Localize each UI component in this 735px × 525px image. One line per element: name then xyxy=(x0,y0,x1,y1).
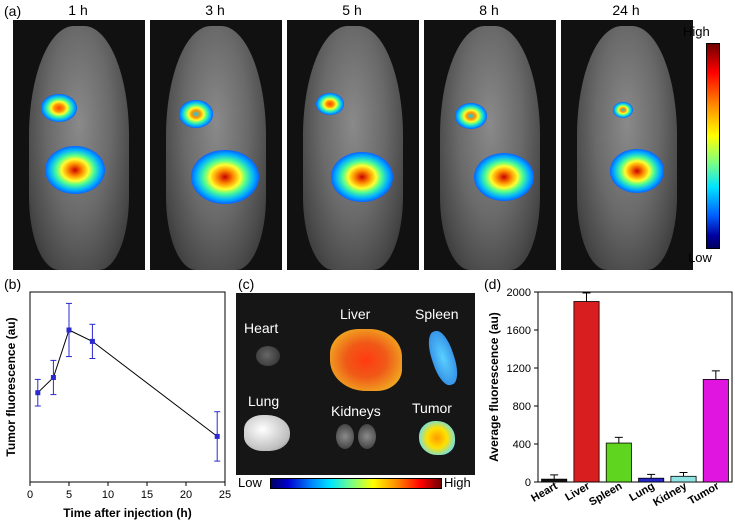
mouse-image-0 xyxy=(13,20,145,270)
time-label-4: 24 h xyxy=(612,2,640,18)
fluorescence-spot-small xyxy=(455,103,487,129)
fluorescence-spot-small xyxy=(613,102,633,118)
organ-label-lung: Lung xyxy=(248,393,280,409)
y-tick-label: 800 xyxy=(513,401,531,413)
kidney-right-organ xyxy=(358,424,376,449)
spleen-organ xyxy=(423,327,463,389)
x-tick-label: 15 xyxy=(141,489,153,501)
fluorescence-spot-small xyxy=(41,93,77,123)
organ-label-spleen: Spleen xyxy=(415,306,459,322)
mouse-image-4 xyxy=(561,20,693,270)
y-tick-label: 1600 xyxy=(507,325,531,337)
y-tick-label: 0 xyxy=(525,477,531,489)
time-label-2: 5 h xyxy=(342,2,362,18)
fluorescence-spot-tumor xyxy=(45,146,105,194)
mouse-image-3 xyxy=(424,20,556,270)
x-tick-label: 10 xyxy=(102,489,114,501)
plot-frame xyxy=(29,291,226,483)
category-label: Tumor xyxy=(686,480,722,507)
series-line xyxy=(37,329,218,437)
data-point xyxy=(89,338,95,344)
bar-lung xyxy=(638,477,665,483)
organ-fluorescence-chart: 0 400 800 1200 1600 2000 Average fluorescence … xyxy=(487,287,733,509)
category-label: Spleen xyxy=(587,480,624,509)
bar-spleen xyxy=(605,442,632,483)
panel-c-colorbar xyxy=(270,478,442,489)
panel-d-label: (d) xyxy=(484,276,502,292)
fluorescence-spot-tumor xyxy=(610,149,664,193)
fluorescence-spot-tumor xyxy=(191,149,259,205)
x-tick-label: 0 xyxy=(27,489,33,501)
mouse-body xyxy=(303,26,403,270)
bar-liver xyxy=(573,301,600,483)
x-tick-label: 20 xyxy=(180,489,192,501)
data-point xyxy=(66,327,72,333)
plot-frame xyxy=(537,291,733,483)
data-point xyxy=(214,433,220,439)
kidney-left-organ xyxy=(336,424,354,449)
panel-c-label: (c) xyxy=(238,276,255,292)
data-point xyxy=(35,390,41,396)
tumor-organ xyxy=(419,421,455,455)
x-axis-label: Time after injection (h) xyxy=(63,506,191,520)
ex-vivo-organ-image: Heart Liver Spleen Lung Kidneys Tumor xyxy=(236,293,475,475)
panel-a-colorbar xyxy=(706,43,720,249)
panel-c-scale-high: High xyxy=(444,475,471,490)
panel-a-scale-high: High xyxy=(683,24,710,39)
organ-label-kidneys: Kidneys xyxy=(331,403,381,419)
x-tick-label: 5 xyxy=(66,489,72,501)
fluorescence-spot-tumor xyxy=(474,153,534,201)
mouse-image-1 xyxy=(150,20,282,270)
time-label-3: 8 h xyxy=(479,2,499,18)
mouse-body xyxy=(577,26,677,270)
lung-organ xyxy=(244,415,290,451)
mouse-image-2 xyxy=(287,20,419,270)
organ-label-tumor: Tumor xyxy=(412,400,452,416)
fluorescence-spot-tumor xyxy=(331,152,393,202)
panel-c-scale-low: Low xyxy=(238,475,262,490)
organ-label-heart: Heart xyxy=(244,320,279,336)
fluorescence-spot-small xyxy=(179,100,213,128)
tumor-fluorescence-chart: 0 5 10 15 20 25 Time after injection (h) Tumor … xyxy=(4,291,231,520)
panel-a-label: (a) xyxy=(4,3,22,19)
fluorescence-spot-small xyxy=(316,92,344,116)
mouse-body xyxy=(166,26,266,270)
panel-a-scale-low: Low xyxy=(688,250,712,265)
data-point xyxy=(50,375,56,380)
y-tick-label: 1200 xyxy=(507,363,531,375)
mouse-body xyxy=(440,26,540,270)
y-axis-label: Average fluorescence (au) xyxy=(487,312,501,462)
bar-tumor xyxy=(702,379,729,483)
category-label: Heart xyxy=(529,480,560,505)
organ-label-liver: Liver xyxy=(340,306,371,322)
heart-organ xyxy=(256,346,280,366)
y-axis-label: Tumor fluorescence (au) xyxy=(4,317,18,456)
time-label-0: 1 h xyxy=(68,2,88,18)
liver-organ xyxy=(330,329,402,391)
y-tick-label: 2000 xyxy=(507,287,531,299)
x-tick-label: 25 xyxy=(219,489,231,501)
category-label: Kidney xyxy=(651,480,690,509)
y-tick-label: 400 xyxy=(513,439,531,451)
time-label-1: 3 h xyxy=(205,2,225,18)
panel-b-label: (b) xyxy=(4,276,22,292)
